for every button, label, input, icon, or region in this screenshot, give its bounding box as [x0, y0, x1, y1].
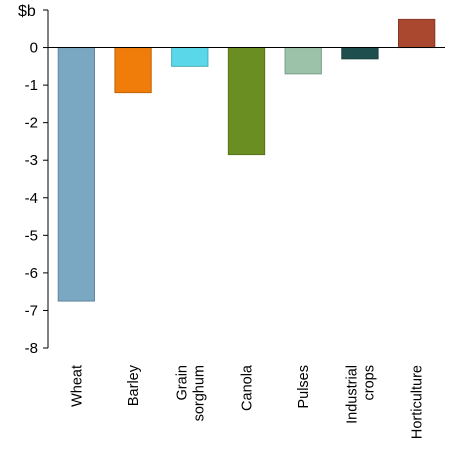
- bar: [284, 47, 322, 75]
- bar: [171, 47, 209, 67]
- y-tick-label: -5: [25, 227, 38, 244]
- bars: [57, 18, 436, 302]
- y-tick-label: -2: [25, 115, 38, 132]
- category-label: Industrial: [344, 365, 360, 424]
- category-label: sorghum: [191, 365, 207, 421]
- category-label: Pulses: [296, 365, 312, 409]
- y-unit-label: $b: [18, 3, 36, 20]
- y-tick-label: -6: [25, 265, 38, 282]
- y-tick-label: -1: [25, 77, 38, 94]
- bar: [57, 47, 96, 302]
- y-tick-label: -4: [25, 190, 38, 207]
- y-tick-label: 0: [30, 40, 38, 57]
- bar: [114, 47, 152, 94]
- y-tick-label: -7: [25, 302, 38, 319]
- bar: [341, 47, 379, 60]
- category-label: Wheat: [69, 365, 85, 407]
- bar: [397, 18, 436, 49]
- category-label: Barley: [126, 364, 142, 406]
- y-tick-label: -3: [25, 152, 38, 169]
- category-label: Grain: [174, 365, 190, 400]
- bar: [227, 47, 266, 156]
- y-tick-label: -8: [25, 340, 38, 357]
- x-axis: Wheat Barley Grain sorghum Canola Pulses Indus…: [48, 47, 445, 439]
- category-label: crops: [361, 365, 377, 400]
- category-label: Horticulture: [410, 365, 426, 439]
- y-axis: 0 -1 -2 -3 -4 -5 -6 -7 -8: [25, 9, 49, 357]
- category-label: Canola: [240, 364, 256, 411]
